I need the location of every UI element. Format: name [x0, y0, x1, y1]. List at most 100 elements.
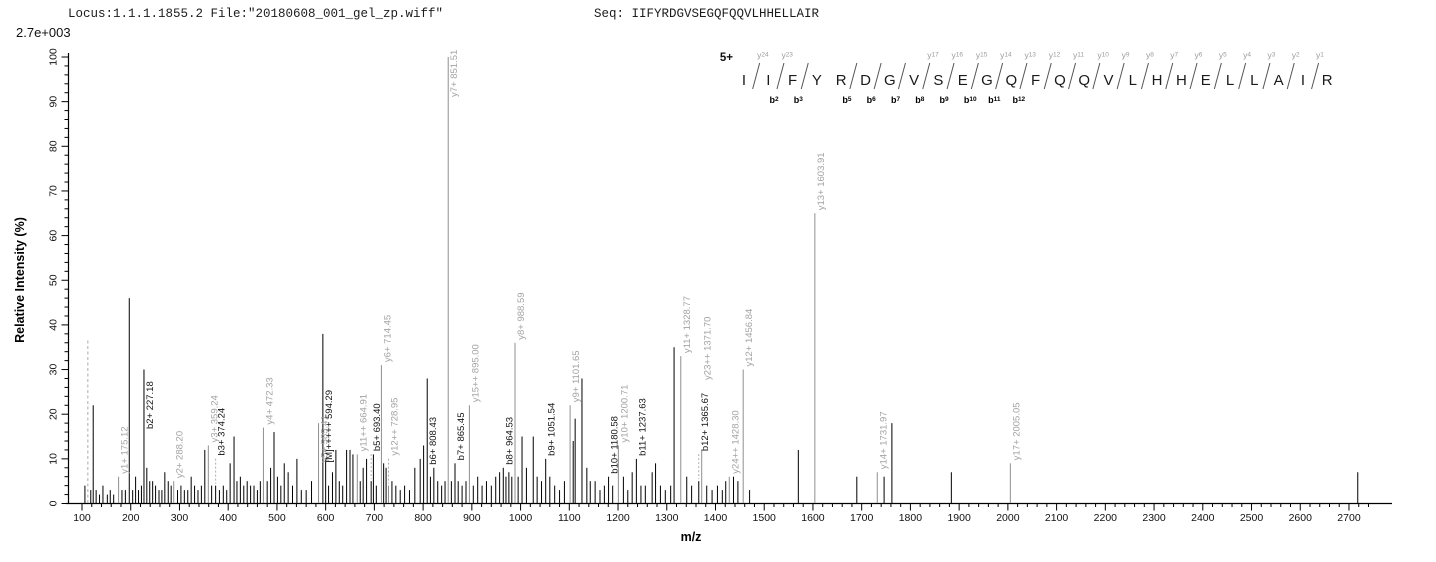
y-ion-label: y5: [1219, 50, 1227, 60]
fragment-cut-mark: [970, 62, 979, 90]
peak-label: b10+ 1180.58: [610, 416, 621, 474]
x-axis-title: m/z: [681, 530, 702, 544]
residue-letter: H: [1152, 72, 1163, 89]
fragment-cut-mark: [995, 62, 1004, 90]
y-tick-label: 30: [48, 364, 60, 376]
fragment-cut-mark: [849, 62, 858, 90]
residue-letter: L: [1129, 72, 1137, 89]
fragment-cut-mark: [1019, 62, 1028, 90]
x-tick-label: 2400: [1191, 512, 1215, 524]
residue-letter: L: [1226, 72, 1234, 89]
fragment-cut-mark: [1140, 62, 1149, 90]
x-tick-label: 800: [414, 512, 432, 524]
peak-label: y13+ 1603.91: [816, 152, 827, 210]
fragment-cut-mark: [1165, 62, 1174, 90]
peak-label: y17+ 2005.05: [1011, 402, 1022, 460]
y-ion-label: y13: [1024, 50, 1036, 60]
x-tick-label: 2500: [1240, 512, 1264, 524]
b-ion-label: b10: [964, 95, 977, 105]
fragment-cut-mark: [1043, 62, 1052, 90]
residue-letter: E: [1201, 72, 1211, 89]
locus-file-header: Locus:1.1.1.1855.2 File:"20180608_001_ge…: [68, 7, 444, 21]
b-ion-label: b7: [891, 95, 901, 105]
residue-letter: E: [958, 72, 968, 89]
residue-letter: Y: [812, 72, 822, 89]
peak-label: y3+ 359.24: [209, 395, 220, 442]
x-tick-label: 200: [122, 512, 140, 524]
peak-labels: y1+ 175.12 b2+ 227.18 y2+ 288.20 y3+ 359.24…: [120, 50, 1022, 484]
y-ion-label: y14: [1000, 50, 1012, 60]
fragment-cut-mark: [1189, 62, 1198, 90]
x-tick-label: 1300: [655, 512, 679, 524]
b-ion-label: b9: [940, 95, 950, 105]
residue-letter: F: [788, 72, 797, 89]
peak-label: b3+ 374.24: [217, 408, 228, 456]
peak-label: b6+ 808.43: [428, 417, 439, 465]
residue-letter: Q: [1054, 72, 1066, 89]
x-tick-label: 2600: [1289, 512, 1313, 524]
x-tick-label: 1900: [947, 512, 971, 524]
y-tick-label: 100: [48, 48, 60, 66]
y-ion-label: y1: [1316, 50, 1324, 60]
y-ion-label: y24: [757, 50, 769, 60]
fragment-cut-mark: [922, 62, 931, 90]
x-tick-label: 2100: [1045, 512, 1069, 524]
residue-letter: G: [981, 72, 993, 89]
fragment-cut-mark: [873, 62, 882, 90]
y-ion-label: y12: [1049, 50, 1061, 60]
y-tick-label: 70: [48, 185, 60, 197]
residue-letter: Q: [1078, 72, 1090, 89]
peak-label: b9+ 1051.54: [547, 403, 558, 456]
x-tick-label: 1200: [606, 512, 630, 524]
y-ion-label: y4: [1243, 50, 1251, 60]
y-ion-label: y7: [1170, 50, 1178, 60]
fragment-cut-mark: [776, 62, 785, 90]
peaks: [84, 57, 1359, 503]
y-tick-label: 60: [48, 230, 60, 242]
x-tick-label: 600: [317, 512, 335, 524]
x-tick-label: 2300: [1142, 512, 1166, 524]
peak-label: y4+ 472.33: [264, 377, 275, 424]
x-tick-label: 100: [73, 512, 91, 524]
residue-letter: A: [1274, 72, 1284, 89]
peak-label: y23++ 1371.70: [703, 317, 714, 380]
y-tick-label: 10: [48, 453, 60, 465]
x-tick-label: 1800: [899, 512, 923, 524]
residue-letter: I: [742, 72, 746, 89]
peak-label: b2+ 227.18: [145, 381, 156, 429]
peak-label: y11+ 1328.77: [682, 296, 693, 353]
b-ion-label: b12: [1012, 95, 1025, 105]
peak-label: y15++ 895.00: [470, 344, 481, 402]
y-ion-label: y9: [1122, 50, 1130, 60]
x-tick-label: 300: [171, 512, 189, 524]
peak-label: b7+ 865.45: [456, 413, 467, 461]
peak-label: y1+ 175.12: [120, 426, 131, 473]
fragment-cut-mark: [1116, 62, 1125, 90]
fragment-cut-mark: [897, 62, 906, 90]
peak-label: y12+ 1456.84: [744, 309, 755, 367]
axes: 0 10 20 30 40 50 60 70 80 90 100 100 200 300 400 500 600…: [13, 48, 1392, 544]
residue-letter: R: [836, 72, 847, 89]
peak-label: y2+ 288.20: [175, 431, 186, 478]
residue-letter: H: [1176, 72, 1187, 89]
peak-label: y10+ 1200.71: [619, 385, 630, 443]
y-ion-label: y6: [1195, 50, 1203, 60]
peak-label: b5+ 693.40: [372, 403, 383, 451]
peak-label: y8+ 988.59: [516, 292, 527, 339]
residue-letter: I: [766, 72, 770, 89]
x-tick-label: 2200: [1094, 512, 1118, 524]
y-ion-label: y17: [927, 50, 939, 60]
x-tick-label: 900: [463, 512, 481, 524]
fragment-cut-mark: [752, 62, 761, 90]
peak-label: y12++ 728.95: [389, 398, 400, 456]
fragment-cut-mark: [1238, 62, 1247, 90]
y-ion-label: y8: [1146, 50, 1154, 60]
peak-label: y6+ 714.45: [382, 315, 393, 362]
b-ion-label: b5: [842, 95, 852, 105]
intensity-scale-note: 2.7e+003: [16, 25, 71, 40]
residue-letter: L: [1250, 72, 1258, 89]
b-ion-label: b8: [915, 95, 925, 105]
x-tick-label: 500: [268, 512, 286, 524]
